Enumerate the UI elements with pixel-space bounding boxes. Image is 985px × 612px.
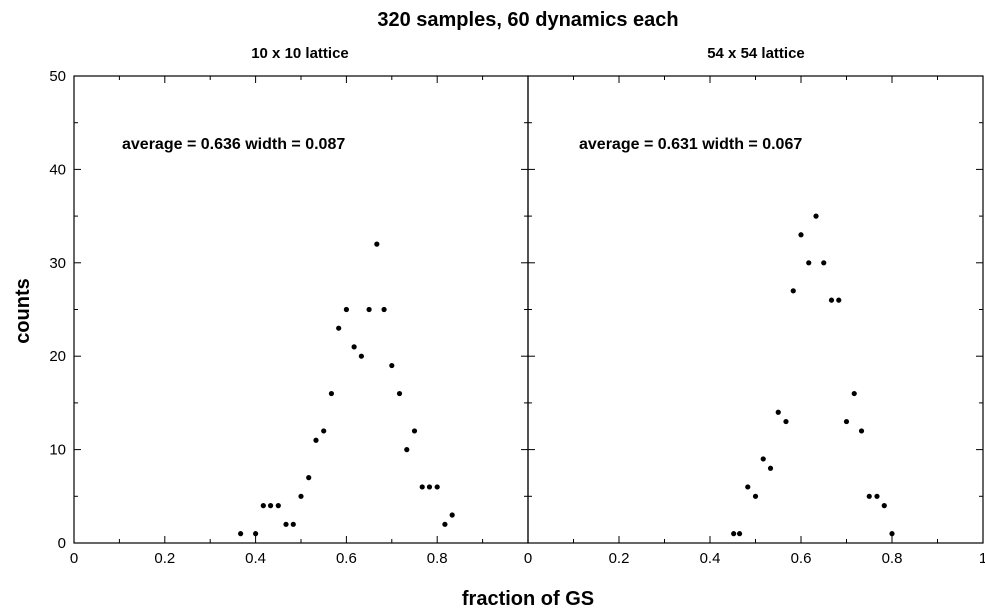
y-tick-label: 30 (49, 255, 66, 272)
data-point (434, 484, 440, 490)
data-point (351, 344, 357, 350)
data-point (442, 521, 448, 527)
y-tick-label: 50 (49, 68, 66, 85)
data-point (426, 484, 433, 490)
y-axis-label: counts (12, 278, 34, 344)
data-point (366, 306, 372, 313)
x-tick-label: 0.8 (882, 550, 903, 567)
data-point (813, 213, 819, 219)
data-point (238, 531, 244, 537)
data-point (828, 297, 835, 303)
data-point (343, 306, 349, 313)
data-point (745, 484, 751, 490)
subtitle-left: 10 x 10 lattice (251, 45, 349, 62)
data-point (449, 512, 455, 518)
data-point (821, 260, 827, 266)
data-point (381, 306, 387, 313)
data-point (736, 531, 743, 537)
x-tick-label: 1 (979, 550, 985, 567)
data-point (253, 531, 259, 537)
x-tick-label: 0 (70, 550, 78, 567)
y-tick-label: 10 (49, 442, 66, 459)
data-point (889, 531, 895, 537)
data-point (328, 390, 335, 397)
data-point (298, 493, 304, 499)
data-point (267, 503, 274, 509)
data-point (775, 409, 781, 415)
data-point (767, 465, 774, 471)
data-point (321, 428, 327, 434)
data-point (731, 531, 737, 537)
data-point (275, 503, 281, 509)
x-tick-label: 0.2 (609, 550, 630, 567)
annotation-left: average = 0.636 width = 0.087 (122, 136, 345, 153)
x-tick-label: 0.2 (154, 550, 175, 567)
data-point (881, 503, 887, 509)
data-point (336, 325, 342, 331)
x-axis-label: fraction of GS (462, 588, 594, 610)
x-tick-label: 0.4 (700, 550, 721, 567)
data-point (389, 362, 395, 369)
data-point (260, 503, 266, 509)
x-tick-label: 0.6 (791, 550, 812, 567)
data-point (851, 390, 857, 397)
data-point (866, 493, 872, 499)
data-point (283, 521, 289, 527)
data-point (836, 297, 842, 303)
data-point (290, 521, 296, 527)
x-tick-label: 0.4 (245, 550, 266, 567)
data-point (783, 418, 789, 425)
subtitle-right: 54 x 54 lattice (707, 45, 805, 62)
data-point (313, 437, 319, 443)
data-point (806, 260, 812, 266)
data-point (874, 493, 880, 499)
x-tick-label: 0.8 (427, 550, 448, 567)
figure-title: 320 samples, 60 dynamics each (377, 9, 678, 31)
annotation-right: average = 0.631 width = 0.067 (579, 136, 802, 153)
data-point (843, 418, 850, 425)
data-point (404, 447, 410, 453)
data-point (374, 241, 380, 247)
y-tick-label: 0 (58, 535, 66, 552)
panel-right: 54 x 54 lattice average = 0.631 width = … (524, 45, 985, 567)
data-point (790, 288, 796, 294)
x-tick-label: 0 (524, 550, 532, 567)
data-point (306, 475, 312, 481)
data-point (858, 428, 865, 434)
panel-left: 10 x 10 lattice average = 0.636 width = … (49, 45, 529, 567)
data-point (419, 484, 425, 490)
y-tick-label: 40 (49, 161, 66, 178)
data-point (752, 493, 759, 499)
x-tick-label: 0.6 (336, 550, 357, 567)
data-point (760, 456, 766, 462)
y-tick-label: 20 (49, 348, 66, 365)
data-point (396, 390, 403, 397)
data-point (358, 353, 364, 359)
data-point (411, 428, 418, 434)
data-point (798, 232, 804, 238)
